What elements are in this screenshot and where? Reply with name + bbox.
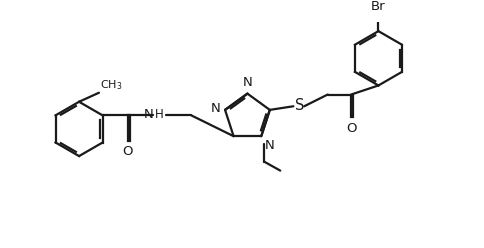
Text: N: N [144,108,153,121]
Text: O: O [346,122,357,135]
Text: Br: Br [371,0,386,13]
Text: N: N [242,76,252,89]
Text: N: N [211,102,221,115]
Text: CH$_3$: CH$_3$ [100,78,122,92]
Text: S: S [295,98,304,113]
Text: H: H [155,108,164,121]
Text: N: N [265,139,274,152]
Text: O: O [122,145,133,158]
